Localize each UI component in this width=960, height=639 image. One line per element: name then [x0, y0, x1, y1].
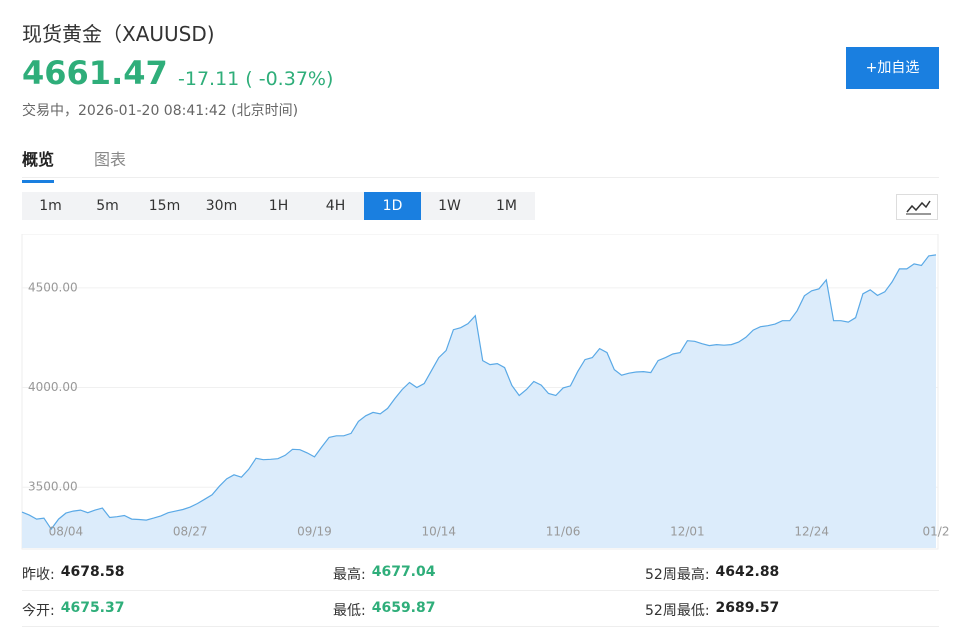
stat: 昨收: 4678.58	[22, 564, 124, 584]
stat-label: 最低:	[333, 603, 366, 619]
x-tick-label: 08/04	[49, 525, 84, 539]
title: 现货黄金（XAUUSD)	[22, 22, 215, 46]
chart: 3500.00 4000.00 4500.00 08/04 08/27 09/19 10/1…	[21, 234, 950, 550]
stat: 52周最高: 4642.88	[645, 564, 779, 584]
y-tick-label: 4500.00	[28, 280, 78, 294]
stat-label: 昨收:	[22, 567, 55, 583]
status: 交易中，2026-01-20 08:41:42 (北京时间)	[22, 103, 299, 119]
range-button[interactable]: 1W	[438, 198, 461, 214]
y-tick-label: 3500.00	[28, 480, 78, 494]
chart-type-button[interactable]	[896, 194, 938, 220]
x-tick-label: 11/06	[546, 525, 581, 539]
stat-value: 4677.04	[371, 564, 436, 580]
stat: 最低: 4659.87	[333, 600, 435, 620]
stat-value: 4642.88	[715, 564, 780, 580]
x-tick-label: 01/2	[923, 525, 950, 539]
x-tick-label: 12/01	[670, 525, 705, 539]
stat-value: 2689.57	[715, 600, 780, 616]
x-tick-label: 10/14	[421, 525, 456, 539]
stat: 今开: 4675.37	[22, 600, 124, 620]
range-button[interactable]: 1m	[39, 198, 62, 214]
x-tick-label: 09/19	[297, 525, 332, 539]
divider	[22, 590, 939, 591]
price: 4661.47	[22, 54, 168, 92]
y-tick-label: 4000.00	[28, 380, 78, 394]
stat: 最高: 4677.04	[333, 564, 435, 584]
icon	[906, 200, 931, 215]
stat-label: 今开:	[22, 603, 55, 619]
x-tick-label: 12/24	[794, 525, 829, 539]
range-selector: 1m 5m 15m 30m 1H 4H 1D 1W 1M	[22, 192, 535, 220]
stat: 52周最低: 2689.57	[645, 600, 779, 620]
stat-value: 4675.37	[60, 600, 125, 616]
tab[interactable]: 图表	[94, 150, 127, 169]
range-button[interactable]: 4H	[325, 198, 346, 214]
tabs: 概览 图表	[22, 146, 126, 183]
range-button[interactable]: 1M	[496, 198, 517, 214]
x-tick-label: 08/27	[173, 525, 208, 539]
divider	[22, 626, 939, 627]
stat-label: 52周最低:	[645, 603, 710, 619]
range-button[interactable]: 5m	[96, 198, 119, 214]
line	[21, 254, 937, 531]
range-button[interactable]: 30m	[205, 198, 238, 214]
divider	[22, 177, 939, 178]
change: -17.11 ( -0.37%)	[178, 68, 334, 90]
area	[22, 254, 936, 548]
range-button[interactable]: 15m	[148, 198, 181, 214]
stat-value: 4659.87	[371, 600, 436, 616]
add-watchlist-button[interactable]: +加自选	[846, 47, 939, 89]
stat-label: 52周最高:	[645, 567, 710, 583]
stat-label: 最高:	[333, 567, 366, 583]
range-button[interactable]: 1D	[364, 192, 421, 220]
stat-value: 4678.58	[60, 564, 125, 580]
tab[interactable]: 概览	[22, 146, 55, 183]
range-button[interactable]: 1H	[268, 198, 289, 214]
